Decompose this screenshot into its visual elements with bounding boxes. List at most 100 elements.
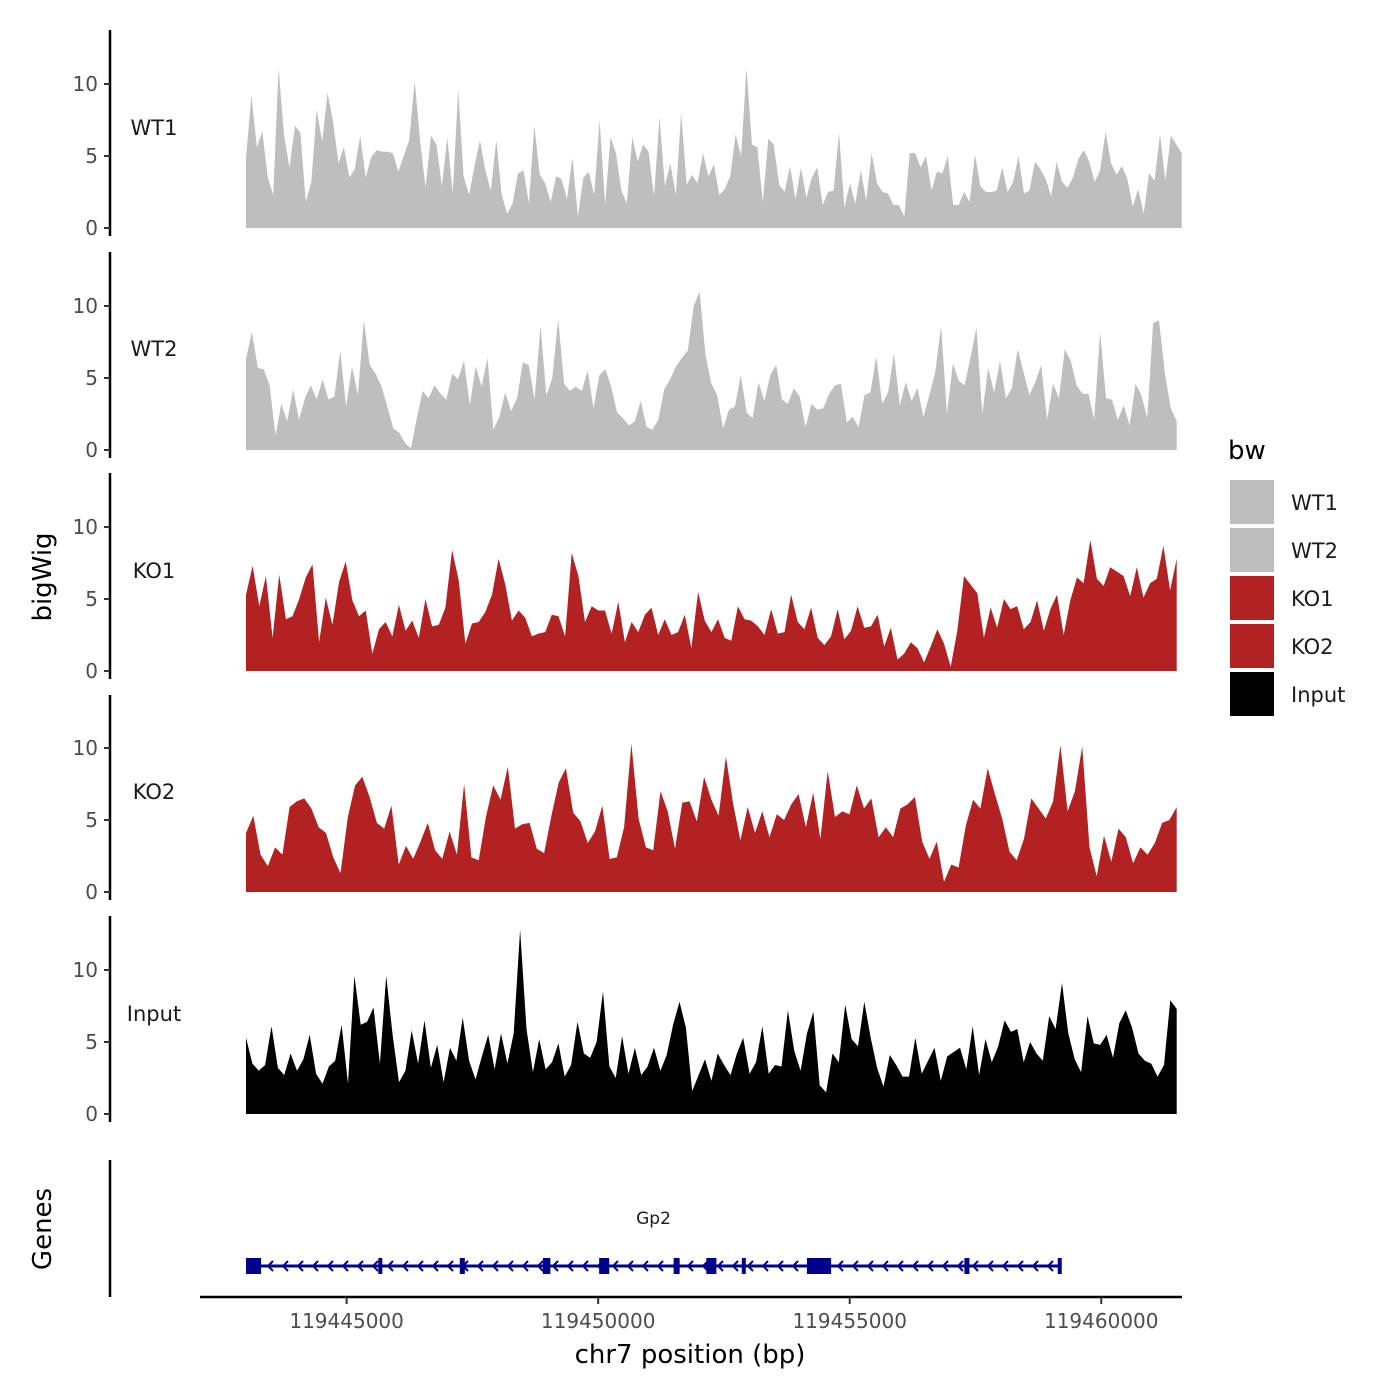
y-tick-label: 10 — [73, 515, 98, 539]
gene-model: Gp2 — [246, 1209, 1062, 1274]
legend-label: Input — [1291, 683, 1345, 707]
strand-arrow — [356, 1260, 364, 1272]
track-ko2: 0 5 10 KO2 — [73, 695, 1177, 904]
strand-arrow — [626, 1260, 634, 1272]
gene-exon — [673, 1258, 680, 1274]
strand-arrow — [1046, 1260, 1054, 1272]
strand-arrow — [926, 1260, 934, 1272]
strand-arrow — [296, 1260, 304, 1272]
y-tick-label: 10 — [73, 294, 98, 318]
strand-arrow — [761, 1260, 769, 1272]
legend-key-input — [1230, 672, 1274, 716]
legend-key-wt2 — [1230, 528, 1274, 572]
y-tick-label: 10 — [73, 736, 98, 760]
legend-label: KO1 — [1291, 587, 1334, 611]
legend-label: WT2 — [1291, 539, 1338, 563]
strand-arrow — [896, 1260, 904, 1272]
strand-arrow — [491, 1260, 499, 1272]
strand-arrow — [266, 1260, 274, 1272]
y-tick-label: 5 — [85, 587, 98, 611]
strand-arrow — [716, 1260, 724, 1272]
track-label: WT1 — [131, 116, 178, 140]
y-tick-label: 0 — [85, 1102, 98, 1126]
x-tick-label: 119455000 — [792, 1309, 907, 1333]
legend-key-ko2 — [1230, 624, 1274, 668]
strand-arrow — [521, 1260, 529, 1272]
coverage-area-input — [246, 929, 1177, 1114]
track-label: Input — [127, 1002, 181, 1026]
strand-arrow — [851, 1260, 859, 1272]
y-tick-label: 5 — [85, 366, 98, 390]
gene-exon — [1057, 1258, 1062, 1274]
strand-arrow — [1001, 1260, 1009, 1272]
coverage-area-ko2 — [246, 743, 1177, 892]
strand-arrow — [566, 1260, 574, 1272]
track-wt1: 0 5 10 WT1 — [73, 30, 1182, 240]
strand-arrow — [1016, 1260, 1024, 1272]
strand-arrow — [476, 1260, 484, 1272]
gene-name-label: Gp2 — [636, 1209, 671, 1229]
gene-exon — [806, 1258, 832, 1274]
strand-arrow — [776, 1260, 784, 1272]
genes-axis-title: Genes — [28, 1188, 58, 1270]
strand-arrow — [326, 1260, 334, 1272]
gene-exon — [542, 1258, 551, 1274]
y-tick-label: 5 — [85, 1030, 98, 1054]
x-tick-label: 119460000 — [1044, 1309, 1159, 1333]
strand-arrow — [986, 1260, 994, 1272]
coverage-area-ko1 — [246, 540, 1177, 671]
strand-arrow — [866, 1260, 874, 1272]
legend-label: KO2 — [1291, 635, 1334, 659]
bigwig-tracks: 0 5 10 WT1 0 5 10 WT2 0 5 10 KO1 0 5 10 KO2 0 5 10 Input — [73, 30, 1182, 1126]
track-input: 0 5 10 Input — [73, 916, 1177, 1126]
y-tick-label: 0 — [85, 659, 98, 683]
gene-exon — [246, 1258, 262, 1274]
genes-panel: Gp2 — [108, 1160, 1062, 1297]
track-label: KO1 — [133, 559, 176, 583]
strand-arrow — [941, 1260, 949, 1272]
gene-exon — [741, 1258, 746, 1274]
strand-arrow — [836, 1260, 844, 1272]
track-wt2: 0 5 10 WT2 — [73, 252, 1177, 462]
strand-arrow — [731, 1260, 739, 1272]
strand-arrow — [281, 1260, 289, 1272]
strand-arrow — [401, 1260, 409, 1272]
strand-arrow — [416, 1260, 424, 1272]
strand-arrow — [956, 1260, 964, 1272]
strand-arrow — [581, 1260, 589, 1272]
track-label: WT2 — [131, 337, 178, 361]
track-label: KO2 — [133, 780, 176, 804]
gene-exon — [459, 1258, 465, 1274]
strand-arrow — [551, 1260, 559, 1272]
y-tick-label: 5 — [85, 144, 98, 168]
strand-arrow — [341, 1260, 349, 1272]
legend-title: bw — [1228, 436, 1266, 466]
x-axis: 119445000 119450000 119455000 119460000 — [200, 1295, 1182, 1333]
strand-arrow — [536, 1260, 544, 1272]
strand-arrow — [971, 1260, 979, 1272]
y-tick-label: 0 — [85, 438, 98, 462]
legend-key-wt1 — [1230, 480, 1274, 524]
x-axis-title: chr7 position (bp) — [575, 1340, 806, 1370]
strand-arrow — [311, 1260, 319, 1272]
strand-arrow — [791, 1260, 799, 1272]
strand-arrow — [506, 1260, 514, 1272]
strand-arrow — [386, 1260, 394, 1272]
x-tick-label: 119445000 — [289, 1309, 404, 1333]
gene-exon — [706, 1258, 717, 1274]
strand-arrow — [881, 1260, 889, 1272]
legend-label: WT1 — [1291, 491, 1338, 515]
y-axis-title: bigWig — [28, 532, 58, 621]
x-tick-label: 119450000 — [541, 1309, 656, 1333]
strand-arrow — [611, 1260, 619, 1272]
y-tick-label: 10 — [73, 958, 98, 982]
gene-exon — [964, 1258, 970, 1274]
gene-exon — [378, 1258, 383, 1274]
strand-arrow — [446, 1260, 454, 1272]
gene-exon — [599, 1258, 610, 1274]
coverage-area-wt1 — [246, 68, 1182, 228]
y-tick-label: 0 — [85, 216, 98, 240]
strand-arrow — [656, 1260, 664, 1272]
strand-arrow — [371, 1260, 379, 1272]
